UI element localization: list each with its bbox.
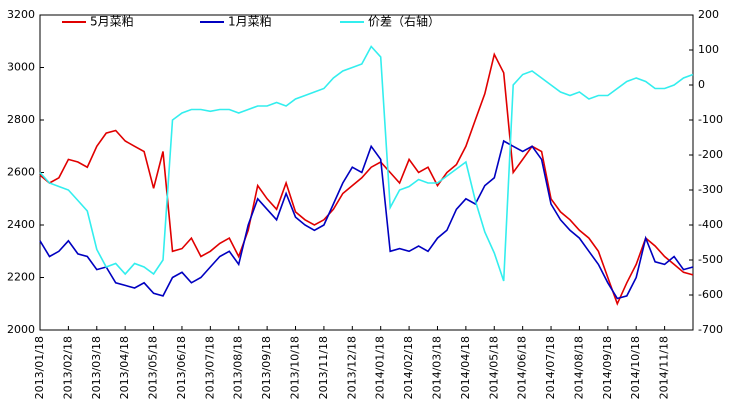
y-tick-label: 2400	[7, 218, 35, 231]
x-tick-label: 2014/09/18	[601, 336, 614, 399]
x-tick-label: 2014/06/18	[516, 336, 529, 399]
x-tick-label: 2014/11/18	[658, 336, 671, 399]
y-tick-label: 2200	[7, 271, 35, 284]
x-tick-label: 2013/02/18	[61, 336, 74, 399]
y-tick-label: 2600	[7, 166, 35, 179]
x-tick-label: 2014/05/18	[487, 336, 500, 399]
x-tick-label: 2013/01/18	[33, 336, 46, 399]
y2-tick-label: -300	[698, 183, 723, 196]
x-tick-label: 2013/12/18	[345, 336, 358, 399]
x-tick-label: 2013/08/18	[232, 336, 245, 399]
y2-tick-label: 100	[698, 43, 719, 56]
x-tick-label: 2014/07/18	[544, 336, 557, 399]
x-tick-label: 2013/07/18	[203, 336, 216, 399]
x-tick-label: 2013/09/18	[260, 336, 273, 399]
y2-tick-label: -400	[698, 218, 723, 231]
y2-tick-label: -600	[698, 288, 723, 301]
y-tick-label: 3200	[7, 8, 35, 21]
legend: 5月菜粕 1月菜粕 价差（右轴）	[62, 14, 440, 29]
x-tick-label: 2013/05/18	[147, 336, 160, 399]
y-tick-label: 2000	[7, 323, 35, 336]
series-line	[39, 52, 694, 306]
x-tick-label: 2014/03/18	[430, 336, 443, 399]
x-tick-label: 2014/08/18	[572, 336, 585, 399]
legend-label: 5月菜粕	[90, 14, 134, 29]
series-line	[39, 45, 694, 282]
y2-tick-label: 200	[698, 8, 719, 21]
x-tick-label: 2013/04/18	[118, 336, 131, 399]
series-line	[39, 139, 694, 300]
x-tick-label: 2014/01/18	[374, 336, 387, 399]
x-tick-label: 2013/03/18	[90, 336, 103, 399]
y2-tick-label: -100	[698, 113, 723, 126]
x-tick-label: 2014/02/18	[402, 336, 415, 399]
y2-tick-label: -700	[698, 323, 723, 336]
y-tick-label: 3000	[7, 61, 35, 74]
y-tick-label: 2800	[7, 113, 35, 126]
y2-tick-label: 0	[698, 78, 705, 91]
x-tick-label: 2014/04/18	[459, 336, 472, 399]
y2-tick-label: -200	[698, 148, 723, 161]
x-tick-label: 2013/10/18	[289, 336, 302, 399]
legend-label: 1月菜粕	[228, 14, 272, 29]
x-tick-label: 2014/10/18	[629, 336, 642, 399]
x-tick-label: 2013/06/18	[175, 336, 188, 399]
x-tick-label: 2013/11/18	[317, 336, 330, 399]
legend-label: 价差（右轴）	[368, 14, 440, 29]
y2-tick-label: -500	[698, 253, 723, 266]
